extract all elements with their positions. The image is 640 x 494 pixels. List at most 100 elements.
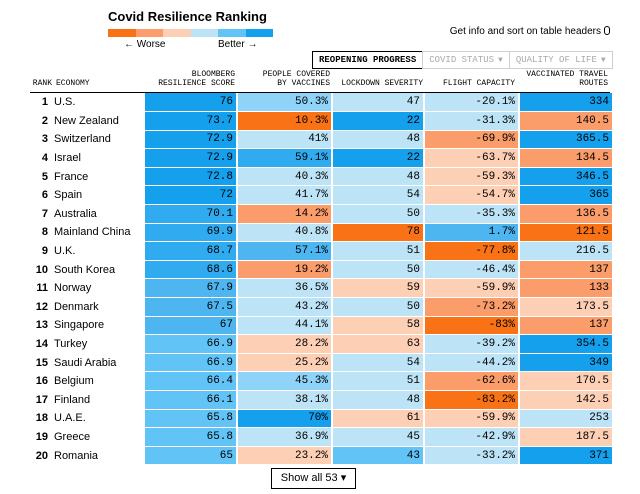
cell-flight-capacity: -83.2%	[423, 390, 519, 410]
header-flight-capacity[interactable]: FLIGHT CAPACITY	[442, 79, 515, 88]
table-row[interactable]: 8 Mainland China 69.9 40.8% 78 1.7% 121.5	[0, 223, 612, 243]
show-all-button[interactable]: Show all 53 ▾	[271, 468, 356, 489]
cell-flight-capacity: -42.9%	[423, 427, 519, 447]
cell-lockdown-severity: 54	[331, 185, 424, 206]
table-row[interactable]: 15 Saudi Arabia 66.9 25.2% 54 -44.2% 349	[0, 353, 612, 373]
cell-rank: 13	[35, 319, 48, 332]
view-tabs: REOPENING PROGRESS COVID STATUS ▼ QUALITY…	[312, 51, 613, 69]
table-row[interactable]: 11 Norway 67.9 36.5% 59 -59.9% 133	[0, 278, 612, 299]
cell-flight-capacity: -44.2%	[423, 353, 519, 373]
cell-people-vaccinated: 10.3%	[236, 111, 332, 131]
cell-vaccinated-travel-routes: 253	[518, 409, 612, 429]
cell-lockdown-severity: 58	[331, 316, 424, 336]
cell-people-vaccinated: 44.1%	[236, 316, 332, 336]
cell-flight-capacity: -83%	[423, 316, 519, 336]
cell-economy: U.K.	[54, 245, 76, 258]
cell-economy: U.S.	[54, 96, 76, 109]
tab-quality-of-life[interactable]: QUALITY OF LIFE ▼	[508, 51, 613, 69]
cell-flight-capacity: -73.2%	[423, 297, 519, 317]
cell-lockdown-severity: 45	[331, 427, 424, 447]
table-row[interactable]: 13 Singapore 67 44.1% 58 -83% 137	[0, 316, 612, 336]
cell-vaccinated-travel-routes: 216.5	[518, 241, 612, 261]
cell-lockdown-severity: 51	[331, 371, 424, 391]
cell-rank: 1	[41, 96, 48, 109]
table-row[interactable]: 14 Turkey 66.9 28.2% 63 -39.2% 354.5	[0, 334, 612, 354]
cell-rank: 16	[35, 375, 48, 388]
tab-reopening-progress[interactable]: REOPENING PROGRESS	[312, 51, 424, 69]
cell-vaccinated-travel-routes: 170.5	[518, 371, 612, 391]
color-scale-swatch	[190, 29, 218, 37]
header-lockdown-severity[interactable]: LOCKDOWN SEVERITY	[341, 79, 423, 88]
cell-lockdown-severity: 22	[331, 148, 424, 168]
table-row[interactable]: 19 Greece 65.8 36.9% 45 -42.9% 187.5	[0, 427, 612, 447]
header-economy[interactable]: ECONOMY	[56, 79, 90, 88]
header-divider	[30, 92, 610, 93]
cell-rank: 2	[41, 114, 48, 127]
header-vaccinated-travel-routes[interactable]: VACCINATED TRAVEL ROUTES	[526, 70, 608, 88]
cell-resilience-score: 65.8	[143, 409, 237, 429]
cell-economy: France	[54, 170, 89, 183]
cell-rank: 17	[35, 393, 48, 406]
cell-rank: 11	[36, 282, 48, 295]
cell-flight-capacity: -63.7%	[423, 148, 519, 168]
cell-rank: 19	[35, 430, 48, 443]
cell-economy: Singapore	[54, 319, 105, 332]
cell-people-vaccinated: 36.5%	[236, 278, 332, 299]
table-row[interactable]: 2 New Zealand 73.7 10.3% 22 -31.3% 140.5	[0, 111, 612, 131]
cell-rank: 5	[41, 170, 48, 183]
cell-flight-capacity: -59.3%	[423, 167, 519, 187]
table-row[interactable]: 5 France 72.8 40.3% 48 -59.3% 346.5	[0, 167, 612, 187]
header-rank[interactable]: RANK	[32, 79, 52, 88]
cell-rank: 15	[35, 356, 48, 369]
cell-people-vaccinated: 41.7%	[236, 185, 332, 206]
cell-flight-capacity: -59.9%	[423, 409, 519, 429]
table-row[interactable]: 16 Belgium 66.4 45.3% 51 -62.6% 170.5	[0, 371, 612, 391]
table-row[interactable]: 10 South Korea 68.6 19.2% 50 -46.4% 137	[0, 260, 612, 280]
table-row[interactable]: 4 Israel 72.9 59.1% 22 -63.7% 134.5	[0, 148, 612, 168]
cell-resilience-score: 73.7	[143, 111, 237, 131]
tab-covid-status[interactable]: COVID STATUS ▼	[422, 51, 510, 69]
cell-rank: 3	[41, 133, 48, 146]
cell-rank: 7	[41, 207, 48, 220]
cell-resilience-score: 72.9	[143, 148, 237, 168]
color-scale-swatch	[163, 29, 191, 37]
cell-people-vaccinated: 28.2%	[236, 334, 332, 354]
table-row[interactable]: 7 Australia 70.1 14.2% 50 -35.3% 136.5	[0, 204, 612, 224]
cell-resilience-score: 72.8	[143, 167, 237, 187]
cell-lockdown-severity: 43	[331, 446, 424, 466]
cell-resilience-score: 70.1	[143, 204, 237, 224]
cell-rank: 20	[35, 449, 48, 462]
cell-resilience-score: 72.9	[143, 130, 237, 150]
table-row[interactable]: 1 U.S. 76 50.3% 47 -20.1% 334	[0, 93, 612, 113]
table-row[interactable]: 6 Spain 72 41.7% 54 -54.7% 365	[0, 185, 612, 206]
cell-flight-capacity: -35.3%	[423, 204, 519, 224]
cell-flight-capacity: -31.3%	[423, 111, 519, 131]
ranking-table: 1 U.S. 76 50.3% 47 -20.1% 334 2 New Zealand 73.7 1…	[0, 93, 612, 466]
header-people-vaccinated[interactable]: PEOPLE COVERED BY VACCINES	[262, 70, 330, 88]
cell-people-vaccinated: 40.8%	[236, 223, 332, 243]
cell-people-vaccinated: 23.2%	[236, 446, 332, 466]
cell-people-vaccinated: 70%	[236, 409, 332, 429]
table-row[interactable]: 9 U.K. 68.7 57.1% 51 -77.8% 216.5	[0, 241, 612, 261]
cell-economy: Romania	[54, 449, 99, 462]
cell-resilience-score: 67	[143, 316, 237, 336]
cell-people-vaccinated: 43.2%	[236, 297, 332, 317]
table-row[interactable]: 17 Finland 66.1 38.1% 48 -83.2% 142.5	[0, 390, 612, 410]
cell-vaccinated-travel-routes: 173.5	[518, 297, 612, 317]
cell-lockdown-severity: 22	[331, 111, 424, 131]
table-row[interactable]: 18 U.A.E. 65.8 70% 61 -59.9% 253	[0, 409, 612, 429]
table-row[interactable]: 20 Romania 65 23.2% 43 -33.2% 371	[0, 446, 612, 466]
cell-lockdown-severity: 63	[331, 334, 424, 354]
cell-resilience-score: 66.1	[143, 390, 237, 410]
cell-lockdown-severity: 47	[331, 93, 424, 113]
header-resilience-score[interactable]: BLOOMBERG RESILIENCE SCORE	[158, 70, 235, 88]
color-scale	[108, 29, 273, 37]
color-scale-swatch	[108, 29, 136, 37]
cell-lockdown-severity: 51	[331, 241, 424, 261]
cell-vaccinated-travel-routes: 140.5	[518, 111, 612, 131]
legend-worse-label: ← Worse	[124, 39, 166, 50]
color-scale-swatch	[245, 29, 273, 37]
cell-people-vaccinated: 40.3%	[236, 167, 332, 187]
table-row[interactable]: 3 Switzerland 72.9 41% 48 -69.9% 365.5	[0, 130, 612, 150]
table-row[interactable]: 12 Denmark 67.5 43.2% 50 -73.2% 173.5	[0, 297, 612, 317]
